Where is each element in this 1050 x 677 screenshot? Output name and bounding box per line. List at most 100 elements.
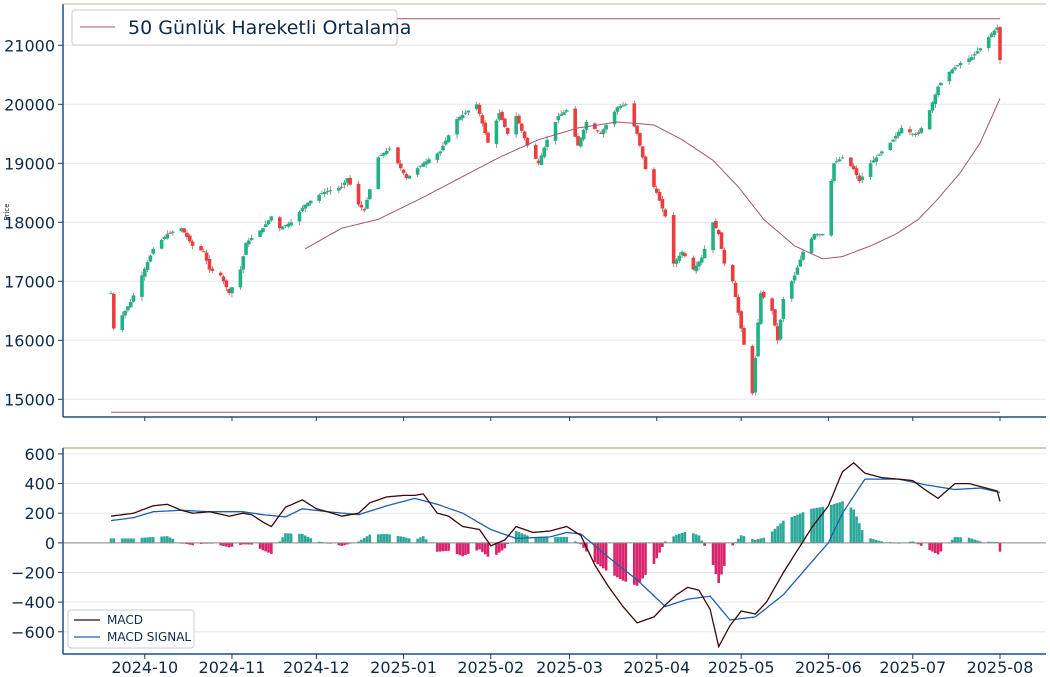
candle-body: [199, 246, 203, 251]
candle-body: [534, 145, 538, 159]
macd-histogram-bar: [424, 539, 428, 543]
candle-body: [733, 282, 738, 298]
candle-body: [503, 118, 507, 127]
price-legend: 50 Günlük Hareketli Ortalama: [71, 9, 411, 46]
candle-body: [337, 187, 341, 191]
macd-histogram-bar: [796, 514, 799, 543]
candle-body: [514, 116, 518, 135]
candle-body: [598, 132, 603, 134]
candle-body: [283, 225, 288, 227]
candle-body: [711, 222, 715, 251]
candle-body: [387, 148, 392, 150]
macd-histogram-bar: [562, 536, 566, 543]
macd-tick-label: −400: [11, 593, 55, 612]
candle-body: [443, 140, 448, 145]
macd-histogram-bar: [149, 537, 152, 543]
macd-histogram-bar: [880, 541, 884, 543]
macd-histogram-bar: [250, 542, 253, 545]
candle-body: [660, 199, 665, 209]
price-tick-label: 21000: [4, 36, 55, 55]
candle-body: [202, 251, 206, 253]
macd-histogram-bar: [818, 507, 822, 543]
candle-body: [185, 232, 189, 238]
candle-body: [148, 255, 153, 262]
macd-histogram-bar: [832, 504, 836, 543]
candle-body: [888, 142, 893, 151]
candle-body: [719, 232, 724, 249]
price-tick-label: 18000: [4, 213, 55, 232]
macd-histogram-bar: [959, 537, 962, 543]
candle-body: [815, 234, 819, 236]
candle-body: [562, 112, 566, 115]
candle-body: [398, 163, 403, 169]
macd-histogram-bar: [869, 538, 872, 543]
candle-body: [593, 123, 597, 130]
macd-histogram-bar: [458, 542, 462, 556]
x-tick-label: 2025-02: [457, 658, 524, 677]
macd-histogram-bar: [722, 542, 726, 566]
macd-histogram-bar: [933, 542, 937, 554]
macd-histogram-bar: [146, 537, 149, 543]
candle-body: [899, 127, 904, 134]
macd-histogram-bar: [225, 542, 228, 547]
macd-histogram-bar: [317, 541, 321, 543]
macd-histogram-bar: [497, 542, 501, 553]
macd-histogram-bar: [517, 532, 521, 543]
macd-histogram-bar: [376, 534, 380, 543]
candle-body: [643, 156, 648, 170]
candle-body: [342, 182, 347, 186]
candle-body: [730, 264, 735, 282]
candle-body: [109, 293, 113, 295]
candle-body: [241, 256, 246, 270]
candle-body: [320, 192, 324, 194]
price-tick-label: 17000: [4, 272, 55, 291]
candle-body: [126, 306, 130, 311]
candle-body: [857, 175, 862, 181]
candle-body: [179, 228, 184, 232]
candle-body: [621, 105, 625, 107]
macd-histogram-bar: [278, 541, 282, 543]
macd-signal-line: [110, 478, 1001, 621]
x-tick-label: 2025-05: [708, 658, 775, 677]
candle-body: [458, 116, 462, 120]
candle-body: [339, 186, 344, 188]
macd-histogram-bar: [559, 536, 563, 543]
macd-tick-label: 200: [24, 504, 55, 523]
macd-histogram-bar: [919, 542, 923, 546]
candle-body: [851, 165, 856, 170]
macd-histogram-bar: [829, 504, 833, 543]
macd-tick-label: −600: [11, 623, 55, 642]
candle-body: [691, 257, 696, 270]
macd-histogram-bar: [264, 542, 268, 552]
candle-body: [956, 65, 960, 67]
macd-histogram-bar: [545, 537, 549, 543]
macd-histogram-bar: [227, 542, 231, 548]
candle-body: [770, 298, 774, 311]
candle-body: [227, 288, 231, 294]
macd-histogram-bar: [692, 533, 695, 543]
ma50-line: [304, 98, 1001, 260]
candle-body: [910, 133, 915, 135]
macd-histogram-bar: [939, 542, 943, 552]
candle-body: [384, 150, 389, 154]
macd-histogram-bar: [298, 533, 301, 543]
candle-body: [365, 199, 369, 209]
candle-body: [896, 131, 901, 136]
candle-body: [306, 202, 310, 207]
macd-histogram-bar: [483, 542, 487, 555]
candle-body: [218, 272, 223, 276]
price-tick-label: 20000: [4, 95, 55, 114]
candle-body: [809, 238, 814, 254]
legend-label-macd: MACD: [107, 613, 143, 627]
macd-histogram-bar: [388, 534, 391, 543]
macd-histogram-bar: [340, 542, 343, 546]
macd-histogram-bar: [123, 538, 127, 543]
candle-body: [277, 217, 282, 229]
candle-body: [995, 27, 999, 30]
macd-histogram-bar: [917, 542, 920, 545]
candle-body: [860, 176, 864, 181]
macd-histogram-bar: [717, 542, 720, 584]
candle-body: [818, 234, 822, 236]
candle-body: [123, 310, 127, 316]
macd-histogram-bar: [852, 509, 856, 543]
